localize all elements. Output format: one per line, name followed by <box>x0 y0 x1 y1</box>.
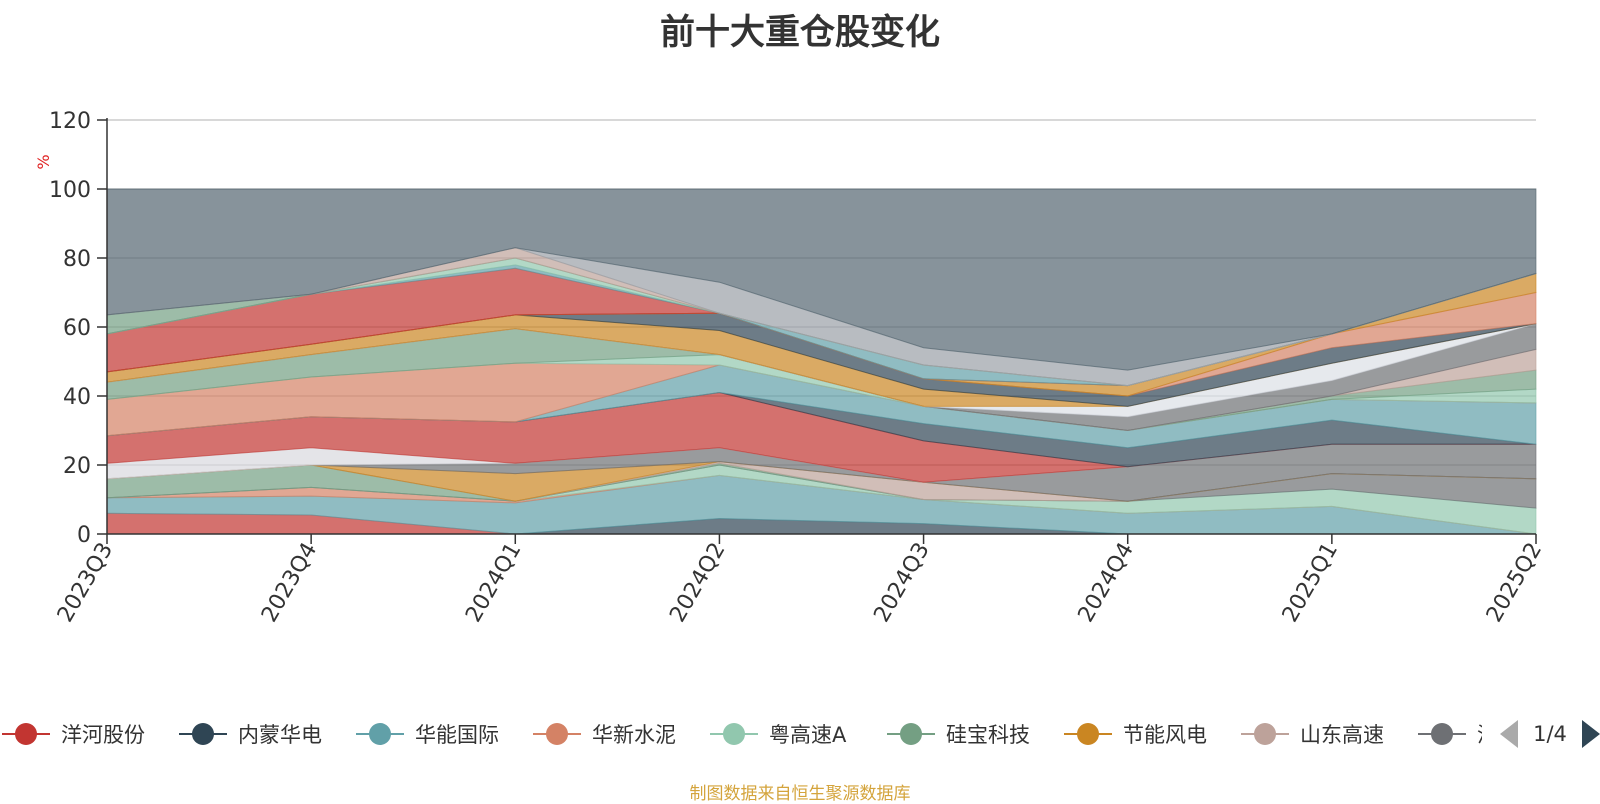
x-tick-label: 2025Q2 <box>1482 539 1547 627</box>
y-tick-label: 0 <box>77 523 91 548</box>
legend-dot-icon <box>1254 723 1276 745</box>
legend-label: 节能风电 <box>1123 723 1207 747</box>
y-tick-label: 40 <box>63 385 91 410</box>
x-tick-label: 2024Q2 <box>665 539 730 627</box>
legend-dot-icon <box>900 723 922 745</box>
legend-next-arrow-icon[interactable] <box>1582 720 1600 748</box>
legend-item[interactable]: 内蒙华电 <box>179 723 322 747</box>
legend-item[interactable]: 华新水泥 <box>533 723 676 747</box>
legend-pager[interactable]: 1/4 <box>1500 720 1600 748</box>
y-tick-label: 80 <box>63 247 91 272</box>
x-tick-label: 2024Q3 <box>869 539 934 627</box>
legend-prev-arrow-icon[interactable] <box>1500 720 1518 748</box>
x-tick-label: 2024Q4 <box>1074 539 1139 627</box>
chart-title: 前十大重仓股变化 <box>659 13 940 53</box>
legend-dot-icon <box>1431 723 1453 745</box>
y-tick-label: 60 <box>63 316 91 341</box>
y-axis-unit: % <box>34 154 53 169</box>
legend-dot-icon <box>15 723 37 745</box>
legend-label: 华能国际 <box>415 723 499 747</box>
data-source-note: 制图数据来自恒生聚源数据库 <box>689 784 911 804</box>
legend-dot-icon <box>1077 723 1099 745</box>
legend-items[interactable]: 洋河股份 内蒙华电 华能国际 华新水泥 粤高速A 硅宝科技 节能风电 山东高速 沪 <box>2 723 1498 747</box>
legend-label: 内蒙华电 <box>238 723 322 747</box>
legend-item[interactable]: 粤高速A <box>710 723 847 747</box>
legend-item[interactable]: 沪 <box>1418 723 1498 747</box>
legend-label: 洋河股份 <box>61 723 145 747</box>
legend-item[interactable]: 洋河股份 <box>2 723 145 747</box>
area-band-30 <box>106 188 1537 371</box>
legend-item[interactable]: 华能国际 <box>356 723 499 747</box>
legend-label: 山东高速 <box>1300 723 1384 747</box>
legend-item[interactable]: 节能风电 <box>1064 723 1207 747</box>
stacked-area-bands <box>106 188 1537 535</box>
legend-item[interactable]: 山东高速 <box>1241 723 1384 747</box>
x-tick-label: 2025Q1 <box>1278 539 1343 627</box>
legend-label: 粤高速A <box>769 723 847 747</box>
legend-label: 沪 <box>1477 723 1498 747</box>
legend-dot-icon <box>723 723 745 745</box>
legend-dot-icon <box>546 723 568 745</box>
legend-label: 华新水泥 <box>592 723 676 747</box>
legend-dot-icon <box>192 723 214 745</box>
y-tick-label: 100 <box>49 178 91 203</box>
legend-dot-icon <box>369 723 391 745</box>
x-tick-label: 2023Q4 <box>257 539 322 627</box>
x-tick-label: 2024Q1 <box>461 539 526 627</box>
y-tick-label: 20 <box>63 454 91 479</box>
legend[interactable]: 洋河股份 内蒙华电 华能国际 华新水泥 粤高速A 硅宝科技 节能风电 山东高速 沪 <box>2 723 1498 747</box>
x-tick-label: 2023Q3 <box>53 539 118 627</box>
y-tick-label: 120 <box>49 109 91 134</box>
legend-page-indicator: 1/4 <box>1533 722 1567 746</box>
legend-item[interactable]: 硅宝科技 <box>887 723 1030 747</box>
legend-label: 硅宝科技 <box>946 723 1030 747</box>
